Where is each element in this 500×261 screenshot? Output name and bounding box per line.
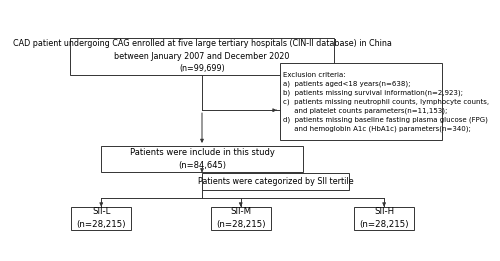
Text: Patients were include in this study
(n=84,645): Patients were include in this study (n=8… [130,148,274,170]
FancyBboxPatch shape [71,207,132,230]
Text: SII-H
(n=28,215): SII-H (n=28,215) [360,207,409,229]
FancyBboxPatch shape [210,207,271,230]
Text: Exclusion criteria:
a)  patients aged<18 years(n=638);
b)  patients missing surv: Exclusion criteria: a) patients aged<18 … [284,72,490,132]
FancyBboxPatch shape [202,173,349,189]
FancyBboxPatch shape [70,38,334,75]
Text: SII-M
(n=28,215): SII-M (n=28,215) [216,207,266,229]
FancyBboxPatch shape [280,63,442,140]
FancyBboxPatch shape [354,207,414,230]
Text: Patients were categorized by SII tertile: Patients were categorized by SII tertile [198,176,354,186]
Text: SII-L
(n=28,215): SII-L (n=28,215) [76,207,126,229]
FancyBboxPatch shape [101,146,303,172]
Text: CAD patient undergoing CAG enrolled at five large tertiary hospitals (CIN-II dat: CAD patient undergoing CAG enrolled at f… [12,39,392,73]
